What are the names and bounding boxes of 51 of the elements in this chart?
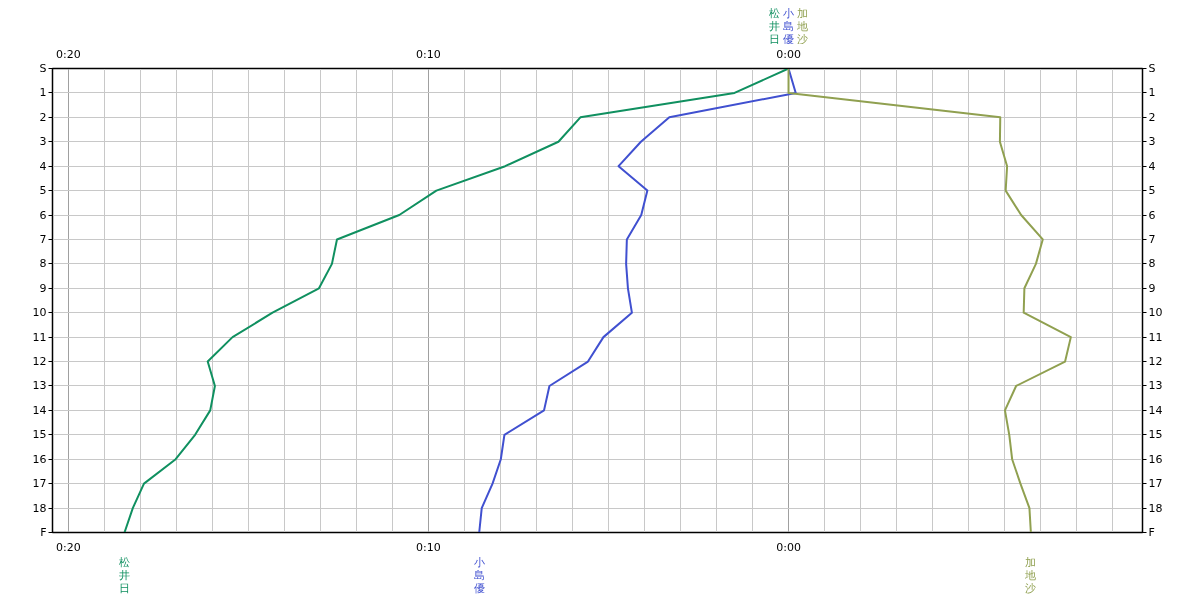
text: 加地沙 [797, 6, 809, 46]
x2-tick-label: 0:10 [416, 540, 441, 554]
y-tick-label: 15 [1148, 428, 1163, 442]
y-tick-label: 6 [1148, 208, 1156, 222]
y-tick-label: 2 [1148, 110, 1156, 124]
category-label: 17 [32, 477, 47, 491]
x-tick-label: 0:20 [55, 47, 81, 61]
category-label: 12 [32, 355, 47, 369]
category-label: 13 [32, 379, 47, 393]
category-label: F [40, 526, 47, 539]
y-tick-label: 14 [1148, 403, 1163, 417]
x2-tick-label: 0:20 [55, 540, 81, 554]
x-tick-label: 0:10 [416, 47, 441, 61]
y-tick-label: S [1148, 62, 1156, 75]
y-tick-label: 18 [1148, 501, 1163, 515]
text: 松井日 [119, 555, 131, 595]
category-label: 4 [39, 159, 47, 173]
text: 小島優 [783, 6, 795, 46]
category-label: 10 [32, 306, 47, 320]
y-tick-label: 17 [1148, 477, 1163, 491]
y-tick-label: 11 [1148, 330, 1163, 344]
category-label: 8 [39, 257, 47, 271]
y-tick-label: 7 [1148, 232, 1156, 246]
text: 松井日 [769, 6, 781, 46]
category-label: 6 [39, 208, 47, 222]
y-tick-label: 1 [1148, 86, 1156, 100]
y-tick-label: 9 [1148, 281, 1156, 295]
category-label: 12 [39, 86, 47, 124]
category-label: 16 [32, 452, 47, 466]
text: 小島優 [473, 555, 485, 595]
category-label: 14 [32, 403, 47, 417]
y-tick-label: 5 [1148, 184, 1156, 198]
y-tick-label: 4 [1148, 159, 1156, 173]
category-label: 7 [39, 232, 47, 246]
category-label: 9 [39, 281, 47, 295]
category-label: 5 [39, 184, 47, 198]
y-tick-label: 16 [1148, 452, 1163, 466]
y-tick-label: 8 [1148, 257, 1156, 271]
category-label: 11 [32, 330, 47, 344]
category-label: 3 [39, 135, 47, 149]
y-tick-label: 10 [1148, 306, 1163, 320]
y-tick-label: 3 [1148, 135, 1156, 149]
x-tick-label: 0:00 [776, 47, 801, 61]
category-label: 15 [32, 428, 47, 442]
category-label: 18 [32, 501, 47, 515]
x2-tick-label: 0:00 [776, 540, 801, 554]
y-tick-label: 12 [1148, 355, 1163, 369]
category-label: S [39, 62, 47, 75]
text: 加地沙 [1024, 555, 1037, 595]
y-tick-label: 13 [1148, 379, 1163, 393]
y-tick-label: F [1148, 526, 1155, 539]
